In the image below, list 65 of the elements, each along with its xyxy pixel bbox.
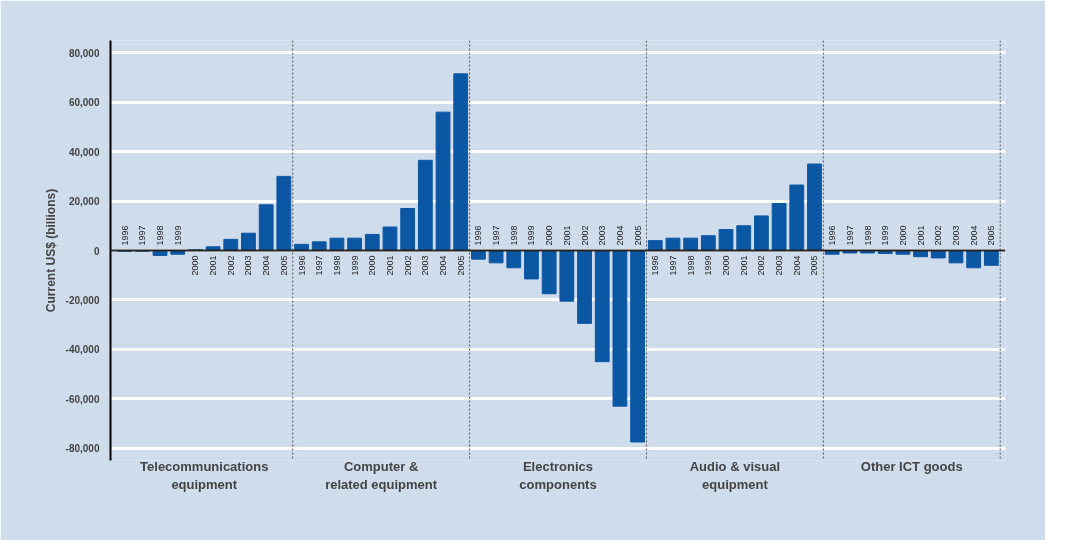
annotation: Audio & visual equipment	[689, 458, 781, 492]
x-tick-label: 2001	[561, 225, 572, 246]
x-tick-label: 2001	[738, 255, 749, 276]
x-tick-label: 2004	[438, 255, 449, 276]
x-tick-label: 2005	[986, 225, 997, 246]
x-tick-label: 1996	[119, 225, 130, 246]
x-tick-label: 2001	[208, 255, 219, 276]
x-tick-label: 1997	[844, 225, 855, 246]
x-tick-label: 1999	[349, 255, 360, 276]
x-tick-label: 1997	[137, 225, 148, 246]
y-tick-label: 0	[93, 245, 100, 257]
annotation: Electronics components	[519, 458, 597, 492]
x-tick-label: 2005	[632, 225, 643, 246]
x-tick-label: 2004	[614, 225, 625, 246]
x-tick-label: 1997	[667, 255, 678, 276]
x-tick-label: 2003	[774, 255, 785, 276]
x-tick-label: 1998	[155, 225, 166, 246]
annotation: Computer & related equipment	[325, 458, 438, 492]
x-tick-label: 2000	[721, 255, 732, 276]
y-tick-label: -20,000	[65, 294, 100, 306]
y-tick-label: 60,000	[68, 97, 100, 109]
x-tick-label: 2002	[756, 255, 767, 276]
x-tick-label: 2003	[243, 255, 254, 276]
y-tick-label: 80,000	[68, 47, 100, 59]
x-tick-label: 2004	[791, 255, 802, 276]
x-tick-label: 1999	[526, 225, 537, 246]
x-tick-label: 1996	[296, 255, 307, 276]
x-tick-label: 2002	[579, 225, 590, 246]
x-tick-label: 1999	[703, 255, 714, 276]
x-tick-label: 1996	[650, 255, 661, 276]
annotation: Other ICT goods	[860, 458, 963, 474]
x-tick-label: 2001	[384, 255, 395, 276]
x-tick-label: 2002	[933, 225, 944, 246]
annotation: Telecommunications equipment	[140, 458, 269, 492]
y-tick-label: 40,000	[68, 146, 100, 158]
x-tick-label: 2000	[544, 225, 555, 246]
x-tick-label: 1997	[314, 255, 325, 276]
y-tick-label: 20,000	[68, 196, 100, 208]
x-tick-label: 2003	[420, 255, 431, 276]
x-tick-label: 1998	[508, 225, 519, 246]
x-tick-label: 1996	[827, 225, 838, 246]
y-tick-label: -60,000	[65, 393, 100, 405]
x-tick-label: 1996	[473, 225, 484, 246]
x-tick-label: 1998	[685, 255, 696, 276]
x-tick-label: 2002	[402, 255, 413, 276]
x-tick-label: 2000	[190, 255, 201, 276]
x-tick-label: 1998	[862, 225, 873, 246]
x-tick-label: 2005	[809, 255, 820, 276]
x-tick-label: 2001	[915, 225, 926, 246]
x-tick-label: 2002	[225, 255, 236, 276]
x-tick-label: 2004	[261, 255, 272, 276]
x-tick-label: 2003	[950, 225, 961, 246]
x-tick-label: 1999	[172, 225, 183, 246]
x-tick-label: 1999	[880, 225, 891, 246]
x-tick-label: 2000	[367, 255, 378, 276]
x-tick-label: 2003	[597, 225, 608, 246]
x-tick-label: 1998	[331, 255, 342, 276]
y-tick-label: -80,000	[65, 443, 100, 455]
x-tick-label: 2005	[278, 255, 289, 276]
x-tick-label: 2000	[897, 225, 908, 246]
y-axis-title: Current US$ (billions)	[43, 188, 58, 313]
y-tick-label: -40,000	[65, 344, 100, 356]
x-tick-label: 1997	[491, 225, 502, 246]
x-tick-label: 2005	[455, 255, 466, 276]
x-tick-label: 2004	[968, 225, 979, 246]
